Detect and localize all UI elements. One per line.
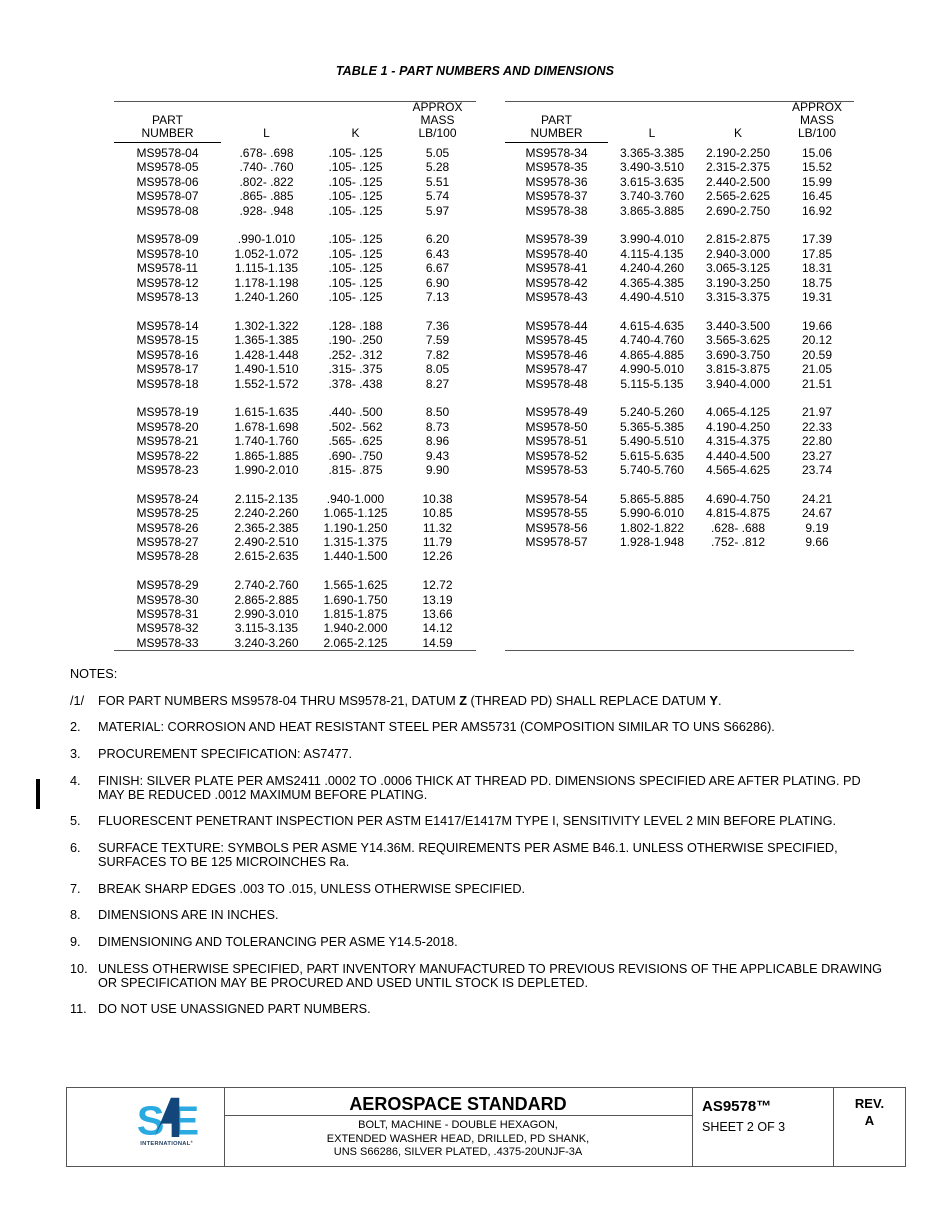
svg-text:S: S [137,1097,165,1143]
svg-text:INTERNATIONAL®: INTERNATIONAL® [140,1140,193,1147]
